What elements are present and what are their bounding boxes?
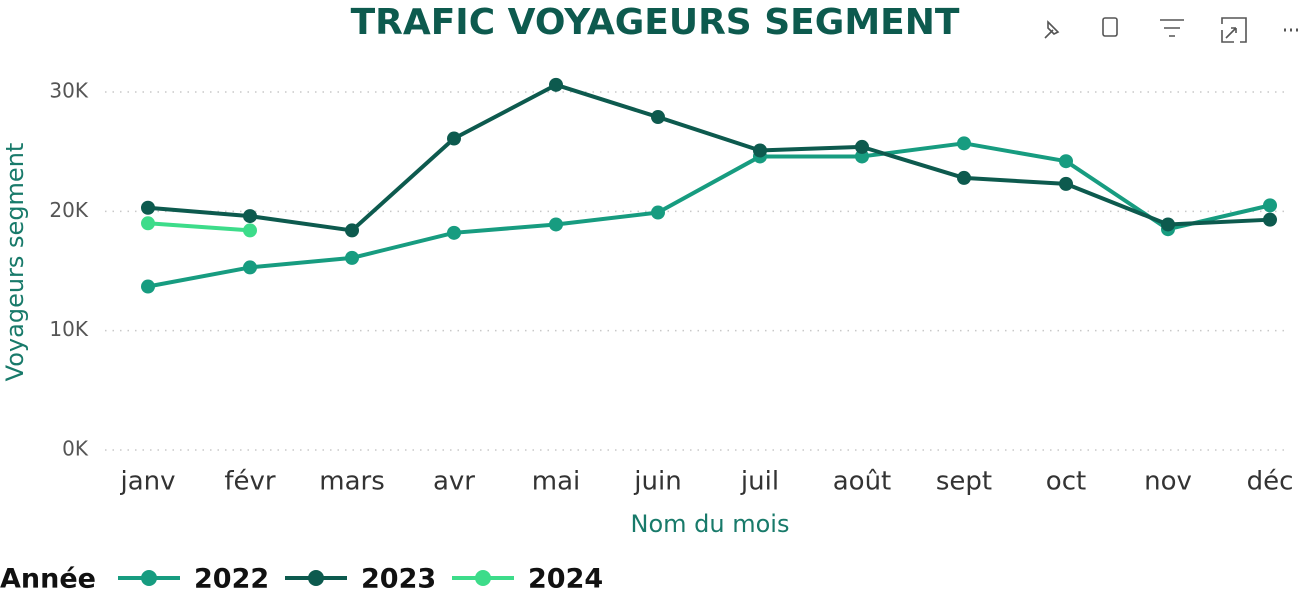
data-point xyxy=(855,139,869,154)
data-point xyxy=(1263,198,1277,213)
x-tick-label: sept xyxy=(936,467,992,497)
x-axis-title: Nom du mois xyxy=(631,510,790,538)
data-point xyxy=(753,143,767,158)
legend-label: 2023 xyxy=(361,564,436,595)
x-tick-label: mars xyxy=(319,467,385,497)
data-point xyxy=(549,217,563,232)
data-point xyxy=(1161,217,1175,232)
series-line xyxy=(147,141,1271,289)
x-tick-label: juin xyxy=(633,467,681,497)
data-point xyxy=(141,216,155,231)
x-tick-label: févr xyxy=(224,467,276,497)
x-tick-label: août xyxy=(833,467,892,497)
x-tick-label: déc xyxy=(1247,467,1294,497)
data-point xyxy=(141,279,155,294)
data-point xyxy=(1059,154,1073,169)
y-tick-label: 20K xyxy=(49,198,88,222)
x-tick-label: avr xyxy=(433,467,475,497)
legend-title: Année xyxy=(0,564,96,595)
data-point xyxy=(447,131,461,146)
legend-marker xyxy=(475,570,491,586)
series-line xyxy=(147,82,1271,233)
x-tick-label: juil xyxy=(740,467,779,497)
data-point xyxy=(345,250,359,265)
x-tick-label: mai xyxy=(532,467,580,497)
series-line xyxy=(147,221,251,233)
chart-title: TRAFIC VOYAGEURS SEGMENT xyxy=(351,2,960,43)
y-tick-label: 0K xyxy=(62,437,89,461)
y-tick-label: 30K xyxy=(49,79,88,103)
legend-label: 2022 xyxy=(194,564,269,595)
x-tick-label: nov xyxy=(1144,467,1192,497)
data-point xyxy=(345,223,359,238)
data-point xyxy=(243,223,257,238)
pin-icon[interactable] xyxy=(1044,20,1060,39)
x-tick-label: oct xyxy=(1046,467,1086,497)
data-point xyxy=(1263,212,1277,227)
filter-icon[interactable] xyxy=(1160,19,1184,37)
data-point xyxy=(651,205,665,220)
data-point xyxy=(1059,176,1073,191)
data-point xyxy=(957,136,971,151)
legend-marker xyxy=(308,570,324,586)
data-point xyxy=(549,77,563,92)
focus-icon[interactable] xyxy=(1221,17,1247,43)
y-tick-label: 10K xyxy=(49,317,88,341)
y-axis-title: Voyageurs segment xyxy=(1,143,29,382)
data-point xyxy=(141,200,155,215)
data-point xyxy=(957,170,971,185)
legend-marker xyxy=(141,570,157,586)
data-point xyxy=(243,209,257,224)
copy-icon[interactable] xyxy=(1102,17,1118,37)
data-point xyxy=(243,260,257,275)
data-point xyxy=(447,225,461,240)
data-point xyxy=(651,110,665,125)
legend-label: 2024 xyxy=(528,564,603,595)
x-tick-label: janv xyxy=(119,467,175,497)
toolbar xyxy=(1044,17,1298,43)
